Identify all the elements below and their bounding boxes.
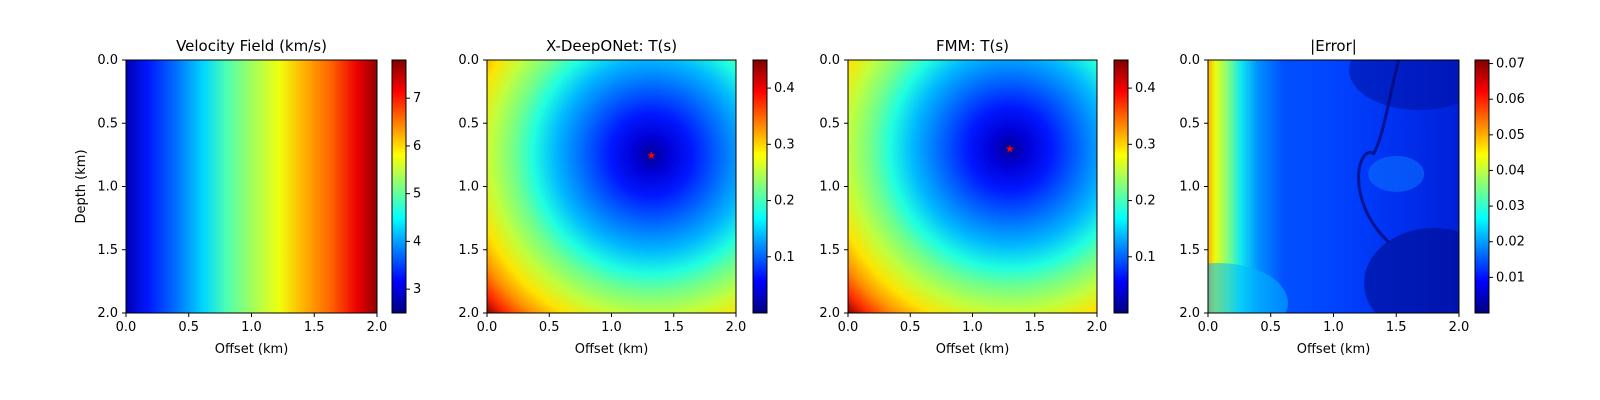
colorbar-tick-label: 0.2: [1135, 194, 1156, 209]
heatmap: [126, 60, 377, 313]
colorbar-tick-label: 0.03: [1496, 199, 1525, 214]
colorbar-tick-label: 6: [413, 139, 421, 154]
y-tick-label: 0.0: [458, 53, 479, 68]
colorbar-tick-label: 4: [413, 234, 421, 249]
y-tick-label: 0.5: [97, 116, 118, 131]
y-tick-label: 0.5: [1179, 116, 1200, 131]
x-tick-label: 0.5: [1260, 320, 1281, 335]
x-tick-label: 1.0: [1323, 320, 1344, 335]
y-tick-label: 1.5: [97, 243, 118, 258]
colorbar-tick-label: 0.4: [1135, 81, 1156, 96]
x-tick-label: 2.0: [367, 320, 388, 335]
panel-3: ★FMM: T(s)0.0 0.5 1.0 1.5 2.00.00.51.01.52.0…: [819, 37, 1155, 357]
colorbar-tick-label: 0.4: [774, 81, 795, 96]
colorbar-tick-label: 0.1: [774, 250, 795, 265]
colorbar: 0.01 0.02 0.03 0.04 0.05 0.06 0.07: [1474, 57, 1525, 314]
colorbar-tick-label: 0.2: [774, 194, 795, 209]
y-axis-label: Depth (km): [74, 149, 89, 223]
x-tick-label: 1.0: [241, 320, 262, 335]
panel-title: FMM: T(s): [936, 37, 1009, 55]
colorbar-tick-label: 0.07: [1496, 57, 1525, 72]
colorbar-tick-label: 5: [413, 187, 421, 202]
x-tick-label: 1.5: [304, 320, 325, 335]
x-tick-label: 2.0: [726, 320, 747, 335]
colorbar-tick-label: 3: [413, 282, 421, 297]
y-tick-label: 1.5: [1179, 243, 1200, 258]
source-star-icon: ★: [646, 149, 656, 162]
colorbar-tick-label: 0.05: [1496, 128, 1525, 143]
x-tick-label: 1.5: [1386, 320, 1407, 335]
panel-title: |Error|: [1310, 37, 1357, 55]
colorbar: 3 4 5 6 7: [391, 59, 421, 314]
x-axis-label: Offset (km): [1297, 342, 1371, 357]
y-tick-label: 1.5: [819, 243, 840, 258]
x-tick-label: 0.5: [900, 320, 921, 335]
x-tick-label: 1.5: [1024, 320, 1045, 335]
colorbar-tick-label: 7: [413, 91, 421, 106]
y-tick-label: 2.0: [819, 306, 840, 321]
x-tick-label: 0.5: [539, 320, 560, 335]
panel-2: ★X-DeepONet: T(s)0.0 0.5 1.0 1.5 2.00.00.51.…: [458, 37, 794, 357]
x-axis-label: Offset (km): [215, 342, 289, 357]
panel-4: |Error|0.0 0.5 1.0 1.5 2.00.00.51.01.52.0Off…: [1179, 37, 1525, 357]
heatmap: [487, 60, 736, 313]
y-tick-label: 1.5: [458, 243, 479, 258]
colorbar-tick-label: 0.06: [1496, 92, 1525, 107]
y-tick-label: 1.0: [1179, 180, 1200, 195]
y-tick-label: 2.0: [1179, 306, 1200, 321]
y-tick-label: 0.0: [819, 53, 840, 68]
x-tick-label: 0.0: [477, 320, 498, 335]
heatmap: [1208, 60, 1459, 313]
x-tick-label: 2.0: [1087, 320, 1108, 335]
x-tick-label: 0.5: [178, 320, 199, 335]
x-tick-label: 1.0: [962, 320, 983, 335]
y-tick-label: 0.5: [819, 116, 840, 131]
x-axis-label: Offset (km): [575, 342, 649, 357]
heatmap: [848, 60, 1097, 313]
source-star-icon: ★: [1005, 143, 1015, 156]
colorbar: 0.1 0.2 0.3 0.4: [1113, 59, 1156, 314]
y-tick-label: 0.0: [97, 53, 118, 68]
colorbar-tick-label: 0.3: [1135, 137, 1156, 152]
y-tick-label: 2.0: [458, 306, 479, 321]
y-tick-label: 2.0: [97, 306, 118, 321]
y-tick-label: 1.0: [458, 180, 479, 195]
x-tick-label: 2.0: [1449, 320, 1470, 335]
colorbar: 0.1 0.2 0.3 0.4: [752, 59, 795, 314]
x-tick-label: 0.0: [838, 320, 859, 335]
colorbar-tick-label: 0.1: [1135, 250, 1156, 265]
y-tick-label: 1.0: [97, 180, 118, 195]
colorbar-tick-label: 0.04: [1496, 163, 1525, 178]
x-tick-label: 0.0: [116, 320, 137, 335]
y-tick-label: 0.0: [1179, 53, 1200, 68]
colorbar-tick-label: 0.3: [774, 137, 795, 152]
panel-title: Velocity Field (km/s): [176, 37, 327, 55]
colorbar-tick-label: 0.01: [1496, 270, 1525, 285]
panel-1: Velocity Field (km/s)0.0 0.5 1.0 1.5 2.00.00…: [74, 37, 421, 357]
x-tick-label: 1.0: [601, 320, 622, 335]
panel-title: X-DeepONet: T(s): [546, 37, 677, 55]
y-tick-label: 1.0: [819, 180, 840, 195]
x-axis-label: Offset (km): [936, 342, 1010, 357]
colorbar-tick-label: 0.02: [1496, 235, 1525, 250]
x-tick-label: 1.5: [663, 320, 684, 335]
x-tick-label: 0.0: [1198, 320, 1219, 335]
y-tick-label: 0.5: [458, 116, 479, 131]
